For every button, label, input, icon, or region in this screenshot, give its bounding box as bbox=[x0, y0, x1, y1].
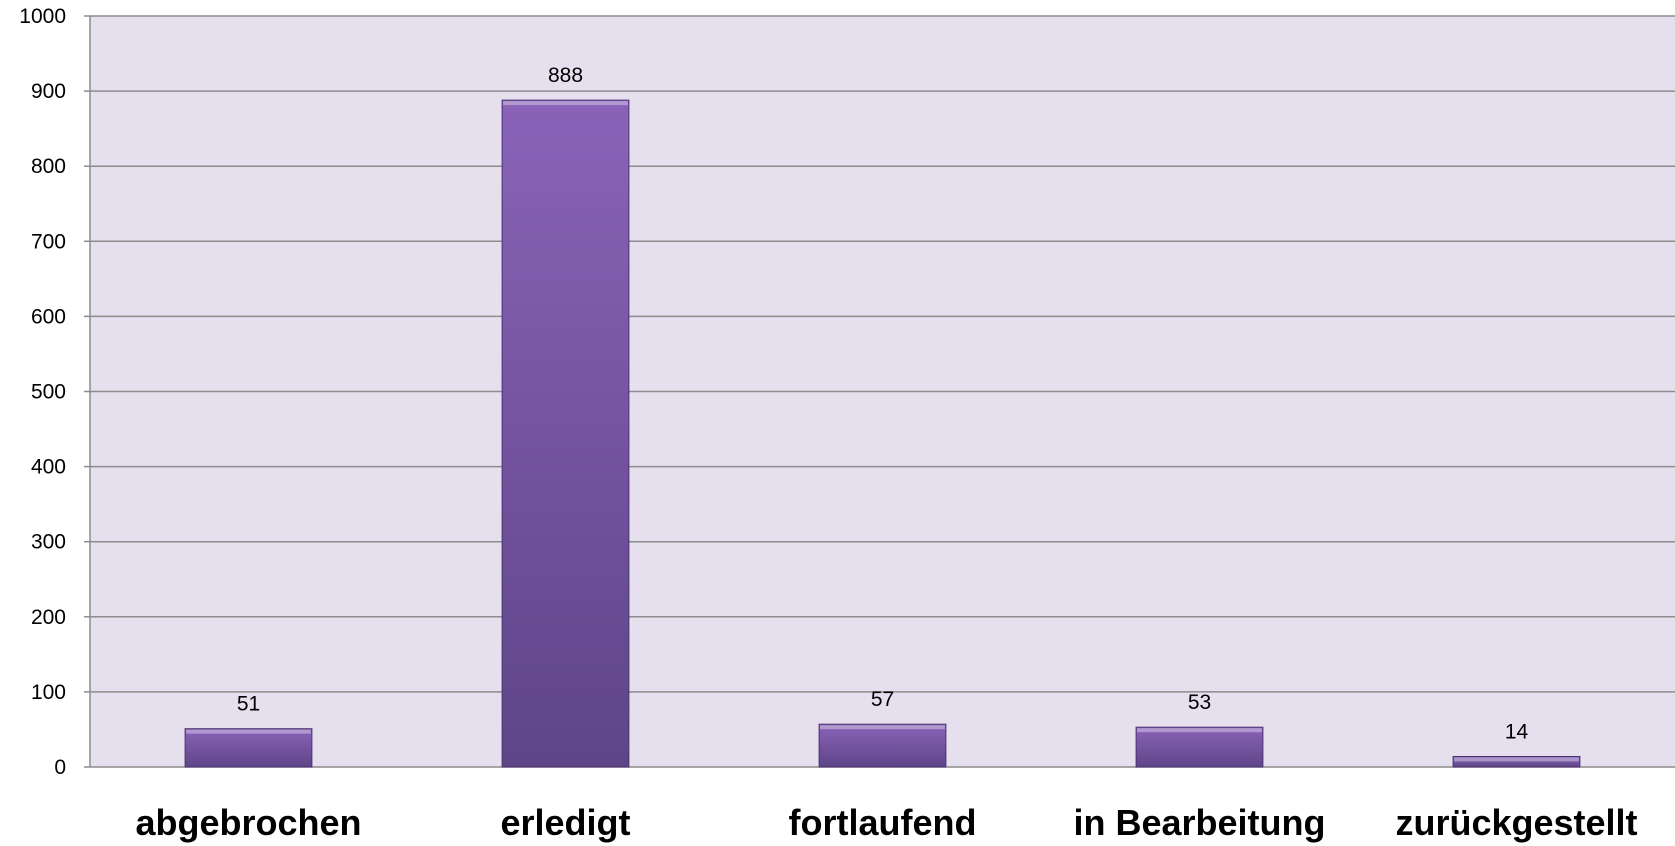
x-category-label: abgebrochen bbox=[135, 802, 361, 843]
y-tick-label: 800 bbox=[31, 155, 66, 178]
y-tick-label: 700 bbox=[31, 230, 66, 253]
x-category-label: erledigt bbox=[500, 802, 630, 843]
bar-highlight bbox=[503, 101, 628, 106]
bar-highlight bbox=[1137, 728, 1262, 733]
x-category-label: in Bearbeitung bbox=[1073, 802, 1325, 843]
bar-highlight bbox=[1454, 757, 1579, 762]
y-tick-label: 600 bbox=[31, 305, 66, 328]
data-label: 57 bbox=[871, 688, 894, 711]
y-tick-label: 0 bbox=[54, 756, 66, 779]
y-tick-label: 900 bbox=[31, 80, 66, 103]
bar-highlight bbox=[186, 729, 311, 734]
x-category-label: fortlaufend bbox=[789, 802, 977, 843]
bar-zurückgestellt bbox=[1452, 755, 1581, 768]
y-tick-label: 200 bbox=[31, 606, 66, 629]
data-label: 53 bbox=[1188, 691, 1211, 714]
bar-erledigt bbox=[501, 99, 630, 768]
y-tick-label: 1000 bbox=[19, 5, 66, 28]
bar-fortlaufend bbox=[818, 723, 947, 768]
y-tick-label: 500 bbox=[31, 381, 66, 404]
y-tick-label: 400 bbox=[31, 456, 66, 479]
y-tick-label: 300 bbox=[31, 531, 66, 554]
x-category-label: zurückgestellt bbox=[1395, 802, 1637, 843]
bar-in-bearbeitung bbox=[1135, 726, 1264, 768]
data-label: 51 bbox=[237, 693, 260, 716]
y-tick-label: 100 bbox=[31, 681, 66, 704]
bar-highlight bbox=[820, 725, 945, 730]
bar-abgebrochen bbox=[184, 728, 313, 768]
data-label: 888 bbox=[548, 64, 583, 87]
data-label: 14 bbox=[1505, 720, 1529, 743]
